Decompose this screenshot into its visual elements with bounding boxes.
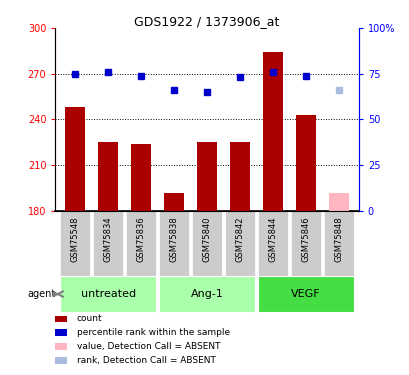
Text: agent: agent — [28, 289, 56, 299]
Bar — [164, 193, 184, 211]
Bar — [263, 53, 282, 211]
Text: Ang-1: Ang-1 — [190, 289, 223, 299]
Text: rank, Detection Call = ABSENT: rank, Detection Call = ABSENT — [76, 356, 215, 365]
Bar — [258, 276, 353, 312]
Bar — [60, 211, 90, 276]
Text: GSM75848: GSM75848 — [334, 216, 343, 262]
Text: untreated: untreated — [80, 289, 135, 299]
Text: GSM75834: GSM75834 — [103, 216, 112, 262]
Title: GDS1922 / 1373906_at: GDS1922 / 1373906_at — [134, 15, 279, 28]
Bar — [55, 344, 67, 350]
Text: GSM75842: GSM75842 — [235, 216, 244, 262]
Text: value, Detection Call = ABSENT: value, Detection Call = ABSENT — [76, 342, 220, 351]
Bar — [295, 115, 315, 211]
Bar — [98, 142, 118, 211]
Text: percentile rank within the sample: percentile rank within the sample — [76, 328, 229, 338]
Bar — [131, 144, 151, 211]
Text: GSM75846: GSM75846 — [301, 216, 310, 262]
Bar — [328, 193, 348, 211]
Bar — [225, 211, 254, 276]
Bar — [159, 276, 254, 312]
Bar — [55, 316, 67, 322]
Text: GSM75840: GSM75840 — [202, 216, 211, 262]
Bar — [126, 211, 155, 276]
Bar — [290, 211, 320, 276]
Text: GSM75838: GSM75838 — [169, 216, 178, 262]
Bar — [55, 357, 67, 364]
Bar — [229, 142, 249, 211]
Bar — [93, 211, 123, 276]
Bar — [192, 211, 221, 276]
Bar — [197, 142, 216, 211]
Text: count: count — [76, 315, 102, 324]
Bar — [159, 211, 189, 276]
Bar — [65, 107, 85, 211]
Text: GSM75844: GSM75844 — [268, 216, 277, 262]
Bar — [55, 330, 67, 336]
Bar — [60, 276, 155, 312]
Bar — [258, 211, 287, 276]
Text: GSM75548: GSM75548 — [70, 216, 79, 262]
Bar — [324, 211, 353, 276]
Text: VEGF: VEGF — [290, 289, 320, 299]
Text: GSM75836: GSM75836 — [136, 216, 145, 262]
